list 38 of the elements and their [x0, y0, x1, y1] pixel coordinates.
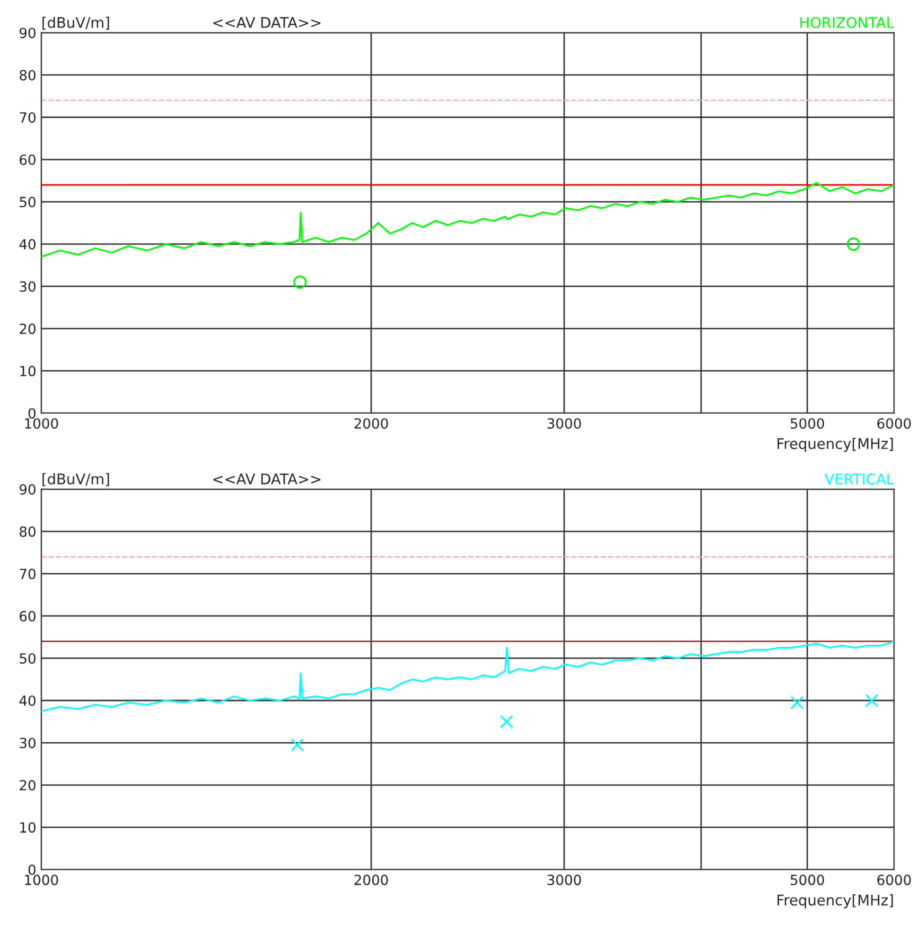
- y-tick-label: 0: [28, 408, 36, 419]
- y-tick-label: 80: [20, 70, 36, 80]
- y-tick-label: 10: [20, 822, 36, 833]
- text: HORIZONTAL: [800, 16, 894, 28]
- y-tick-label: 40: [19, 695, 36, 706]
- y-tick-label: 70: [20, 112, 36, 123]
- x-tick-label: 3000: [548, 874, 581, 886]
- x-tick-label: 6000: [877, 874, 911, 886]
- y-tick-label: 70: [20, 568, 36, 580]
- y-tick-label: 90: [20, 484, 36, 495]
- x-tick-label: 1000: [25, 418, 58, 429]
- x-tick-label: 1000: [25, 874, 58, 886]
- y-tick-label: 20: [20, 780, 36, 790]
- x-tick-label: 2000: [354, 418, 388, 429]
- y-tick-label: 60: [20, 610, 36, 622]
- x-tick-label: 5000: [790, 418, 824, 429]
- y-tick-label: 30: [20, 281, 36, 292]
- y-tick-label: 60: [20, 154, 36, 165]
- y-tick-label: 0: [28, 864, 36, 876]
- y-tick-label: 90: [20, 28, 36, 38]
- x-tick-label: 2000: [354, 874, 388, 886]
- y-axis-title: [dBuV/m]: [42, 473, 109, 486]
- chart-title: <<AV DATA>>: [213, 17, 320, 28]
- x-axis-title: Frequency[MHz]: [778, 894, 893, 908]
- x-tick-label: 6000: [877, 418, 911, 429]
- y-tick-label: 40: [19, 239, 36, 250]
- x-axis-title: Frequency[MHz]: [778, 438, 893, 452]
- text: VERTICAL: [824, 473, 894, 484]
- y-tick-label: 50: [20, 653, 36, 664]
- y-tick-label: 10: [20, 366, 36, 376]
- y-tick-label: 20: [20, 324, 36, 334]
- chart-title: <<AV DATA>>: [213, 474, 320, 484]
- y-axis-title: [dBuV/m]: [42, 16, 109, 30]
- y-tick-label: 50: [20, 196, 36, 208]
- y-tick-label: 80: [20, 526, 36, 537]
- x-tick-label: 5000: [790, 874, 824, 886]
- y-tick-label: 30: [20, 738, 36, 748]
- x-tick-label: 3000: [548, 418, 581, 429]
